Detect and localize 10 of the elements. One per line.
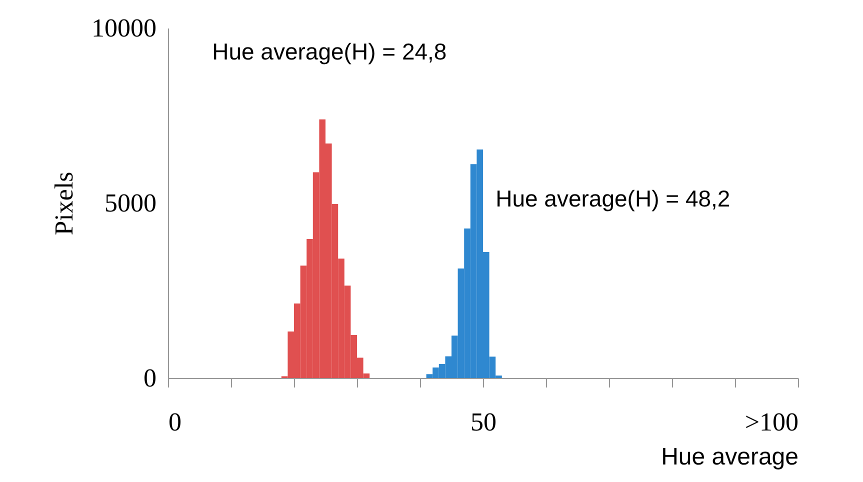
x-tick-label: 0 [168, 408, 182, 436]
y-axis-title: Pixels [50, 172, 78, 236]
annotation: Hue average(H) = 24,8 [212, 38, 447, 64]
y-tick-label: 10000 [92, 14, 156, 42]
y-tick-label: 0 [144, 364, 156, 392]
x-axis-title: Hue average [661, 444, 798, 470]
x-tick-label: >100 [744, 408, 798, 436]
x-tick-label: 50 [470, 408, 496, 436]
y-tick-label: 5000 [104, 188, 156, 218]
annotation: Hue average(H) = 48,2 [496, 186, 730, 212]
